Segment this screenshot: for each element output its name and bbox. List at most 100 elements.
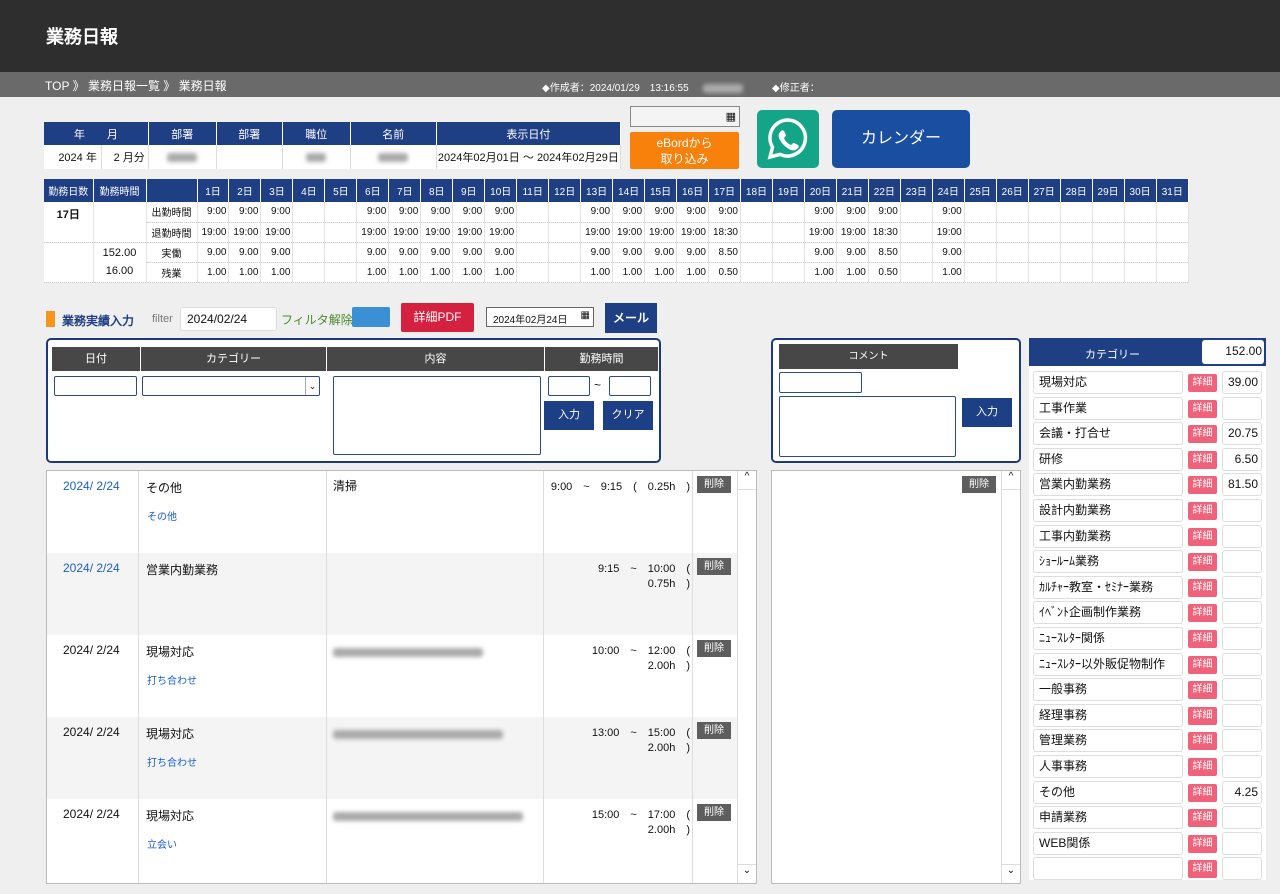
category-detail-button[interactable]: 詳細: [1188, 527, 1217, 546]
scrollbar[interactable]: ^ ⌄: [737, 471, 756, 883]
day-header: 18日: [740, 179, 773, 202]
section-title: 業務実績入力: [62, 314, 135, 328]
category-detail-button[interactable]: 詳細: [1188, 476, 1217, 495]
attendance-cell: 19:00: [676, 222, 709, 243]
section-marker: [46, 311, 55, 327]
category-detail-button[interactable]: 詳細: [1188, 425, 1217, 444]
day-header: 6日: [356, 179, 390, 202]
entry-subcategory[interactable]: 打ち合わせ: [147, 758, 197, 769]
entry-time: 13:00 ~ 15:00 ( 2.00h ): [591, 727, 701, 754]
category-detail-button[interactable]: 詳細: [1188, 681, 1217, 700]
attendance-cell: 9.00: [420, 242, 454, 263]
start-time-input[interactable]: [548, 376, 590, 396]
clear-filter-link[interactable]: フィルタ解除: [281, 313, 353, 327]
entry-subcategory[interactable]: 打ち合わせ: [147, 676, 197, 687]
content-textarea[interactable]: [333, 376, 541, 455]
category-detail-button[interactable]: 詳細: [1188, 399, 1217, 418]
report-date-input[interactable]: 2024年02月24日 ▦: [486, 307, 594, 327]
ebord-import-button[interactable]: eBordから 取り込み: [630, 132, 739, 169]
entry-content-redacted: [333, 645, 483, 659]
scroll-down-icon[interactable]: ⌄: [738, 864, 756, 883]
attendance-cell: 19:00: [452, 222, 486, 243]
category-name: ｼｮｰﾙｰﾑ業務: [1033, 550, 1183, 574]
detail-pdf-button[interactable]: 詳細PDF: [401, 303, 474, 332]
filter-input[interactable]: 2024/02/24: [180, 307, 277, 331]
category-detail-button[interactable]: 詳細: [1188, 732, 1217, 751]
filter-color-button[interactable]: [352, 307, 390, 327]
delete-button[interactable]: 削除: [697, 558, 731, 575]
attendance-cell: [1124, 242, 1157, 263]
delete-button[interactable]: 削除: [697, 722, 731, 739]
entry-date[interactable]: 2024/ 2/24: [63, 479, 120, 493]
delete-button[interactable]: 削除: [697, 476, 731, 493]
category-row: ﾆｭｰｽﾚﾀｰ関係 詳細: [1033, 627, 1263, 650]
delete-button[interactable]: 削除: [697, 640, 731, 657]
attendance-cell: 1.00: [644, 262, 678, 283]
attendance-cell: 9.00: [228, 242, 262, 263]
day-header: 25日: [964, 179, 997, 202]
category-detail-button[interactable]: 詳細: [1188, 655, 1217, 674]
breadcrumb-list[interactable]: 業務日報一覧: [87, 79, 160, 93]
scroll-down-icon[interactable]: ⌄: [1002, 864, 1020, 883]
category-detail-button[interactable]: 詳細: [1188, 604, 1217, 623]
category-row: 会議・打合せ 詳細 20.75: [1033, 422, 1263, 446]
category-row: 一般事務 詳細: [1033, 678, 1263, 702]
clear-button[interactable]: クリア: [603, 401, 653, 430]
entry-subcategory[interactable]: 立会い: [147, 840, 177, 851]
attendance-cell: 19:00: [197, 222, 230, 243]
category-total: 152.00: [1202, 340, 1264, 364]
comment-textarea[interactable]: [779, 396, 956, 457]
calendar-icon[interactable]: ▦: [580, 310, 590, 321]
category-detail-button[interactable]: 詳細: [1188, 758, 1217, 776]
category-detail-button[interactable]: 詳細: [1188, 450, 1217, 469]
attendance-cell: [1060, 202, 1093, 223]
calendar-button[interactable]: カレンダー: [832, 110, 970, 168]
attendance-cell: 9.00: [676, 242, 709, 263]
scroll-up-icon[interactable]: ^: [738, 471, 756, 490]
breadcrumb-top[interactable]: TOP: [45, 79, 70, 93]
entry-category: 現場対応: [146, 809, 195, 823]
category-detail-button[interactable]: 詳細: [1188, 834, 1217, 853]
day-header: 7日: [388, 179, 422, 202]
category-detail-button[interactable]: 詳細: [1188, 860, 1217, 879]
category-detail-button[interactable]: 詳細: [1188, 502, 1217, 520]
category-name: ｲﾍﾞﾝﾄ企画制作業務: [1033, 601, 1183, 625]
attendance-cell: 1.00: [836, 262, 869, 283]
comment-date-input[interactable]: [779, 372, 862, 393]
mail-button[interactable]: メール: [605, 303, 657, 333]
comment-form: コメント 入力: [771, 338, 1021, 463]
comment-submit-button[interactable]: 入力: [962, 398, 1012, 427]
category-detail-button[interactable]: 詳細: [1188, 553, 1217, 572]
attendance-cell: 1.00: [580, 262, 614, 283]
import-date-input[interactable]: ▦: [630, 106, 740, 127]
entry-subcategory[interactable]: その他: [147, 512, 177, 523]
comment-delete-button[interactable]: 削除: [962, 476, 996, 493]
attendance-cell: 9:00: [836, 202, 869, 223]
category-detail-button[interactable]: 詳細: [1188, 630, 1217, 648]
category-detail-button[interactable]: 詳細: [1188, 783, 1217, 802]
whatsapp-button[interactable]: [757, 110, 819, 168]
year: 2024 年: [44, 145, 102, 169]
delete-button[interactable]: 削除: [697, 804, 731, 821]
entry-row: 2024/ 2/24 その他 その他 清掃 9:00 ~ 9:15 ( 0.25h ) 削…: [47, 471, 739, 553]
day-header: 26日: [996, 179, 1029, 202]
category-hours: 20.75: [1222, 422, 1262, 446]
end-time-input[interactable]: [609, 376, 651, 396]
category-detail-button[interactable]: 詳細: [1188, 706, 1217, 725]
display-date-range: 2024年02月01日 〜 2024年02月29日: [436, 145, 622, 169]
comment-scrollbar[interactable]: ^ ⌄: [1001, 471, 1020, 883]
submit-button[interactable]: 入力: [544, 401, 594, 430]
category-detail-button[interactable]: 詳細: [1188, 578, 1217, 597]
attendance-cell: [1028, 262, 1061, 283]
scroll-up-icon[interactable]: ^: [1002, 471, 1020, 490]
entry-date[interactable]: 2024/ 2/24: [63, 561, 120, 575]
attendance-cell: [1124, 262, 1157, 283]
category-detail-button[interactable]: 詳細: [1188, 374, 1217, 392]
category-detail-button[interactable]: 詳細: [1188, 809, 1217, 828]
category-select[interactable]: ⌄: [142, 376, 320, 396]
calendar-icon[interactable]: ▦: [725, 111, 736, 123]
date-input[interactable]: [54, 376, 137, 396]
attendance-cell: 9:00: [580, 202, 614, 223]
attendance-cell: 1.00: [804, 262, 837, 283]
attendance-cell: [996, 262, 1029, 283]
